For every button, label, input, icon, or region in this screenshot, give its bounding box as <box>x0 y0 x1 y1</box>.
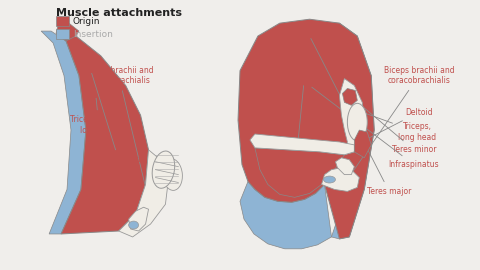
Polygon shape <box>322 168 360 191</box>
Polygon shape <box>129 207 148 231</box>
Text: Biceps brachii and
coracobrachialis: Biceps brachii and coracobrachialis <box>349 66 454 177</box>
FancyBboxPatch shape <box>56 16 69 26</box>
Text: Deltoid: Deltoid <box>364 108 433 141</box>
Text: Triceps,
long head: Triceps, long head <box>354 109 436 142</box>
Polygon shape <box>240 181 332 249</box>
Text: Subscapularis: Subscapularis <box>92 73 145 164</box>
Text: Infraspinatus: Infraspinatus <box>312 87 439 169</box>
Text: Triceps brachii,
long head: Triceps brachii, long head <box>70 98 128 135</box>
Polygon shape <box>56 33 148 234</box>
Polygon shape <box>342 89 357 105</box>
Polygon shape <box>238 19 374 239</box>
Polygon shape <box>336 158 354 175</box>
Ellipse shape <box>324 176 336 183</box>
Text: Origin: Origin <box>73 17 100 26</box>
Ellipse shape <box>348 103 367 141</box>
Ellipse shape <box>152 151 175 188</box>
Polygon shape <box>41 31 86 234</box>
Ellipse shape <box>162 159 182 190</box>
Text: Biceps brachii and
coracobrachialis: Biceps brachii and coracobrachialis <box>84 66 154 197</box>
Ellipse shape <box>129 221 139 229</box>
Polygon shape <box>250 134 354 155</box>
Text: Teres minor: Teres minor <box>351 97 436 154</box>
Text: Supraspinatus: Supraspinatus <box>277 71 332 172</box>
Polygon shape <box>354 130 371 158</box>
Polygon shape <box>339 79 364 155</box>
Polygon shape <box>255 148 344 197</box>
Text: Insertion: Insertion <box>73 29 113 39</box>
Text: Teres major: Teres major <box>311 39 411 196</box>
Polygon shape <box>119 150 168 237</box>
Polygon shape <box>56 21 79 41</box>
Polygon shape <box>324 23 374 239</box>
FancyBboxPatch shape <box>56 29 69 39</box>
Text: Muscle attachments: Muscle attachments <box>56 8 182 18</box>
